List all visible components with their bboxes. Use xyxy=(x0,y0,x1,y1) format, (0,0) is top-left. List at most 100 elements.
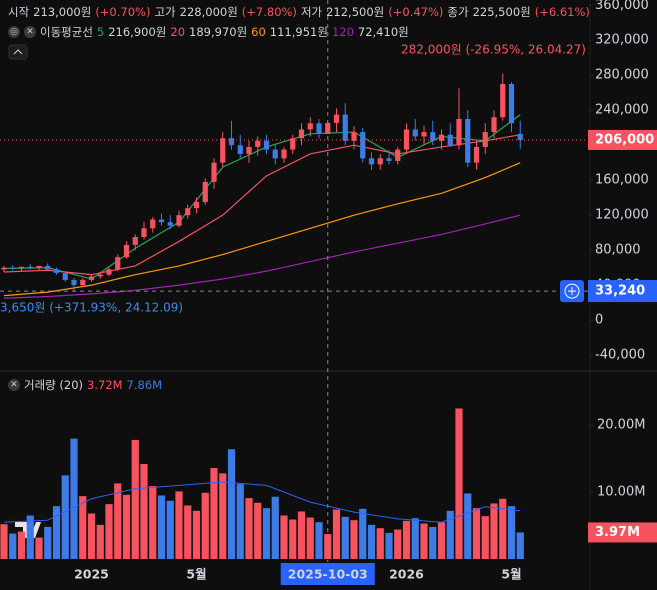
candle-body xyxy=(360,132,366,159)
candle-body xyxy=(438,134,445,141)
legend-label: 종가 xyxy=(447,5,469,19)
candle-body xyxy=(482,132,488,147)
volume-bar xyxy=(26,515,34,559)
x-tick-label: 2025-10-03 xyxy=(288,567,368,582)
volume-bar xyxy=(96,524,104,559)
y-tick-label: 160,000 xyxy=(595,173,649,188)
candle-body xyxy=(150,219,156,229)
candle-body xyxy=(255,140,261,147)
candle-body xyxy=(220,138,226,163)
volume-bar xyxy=(446,510,454,559)
y-tick-label: 280,000 xyxy=(595,68,649,83)
legend-value: 225,500원 xyxy=(472,5,531,19)
candle-body xyxy=(88,276,95,280)
ma-period: 20 xyxy=(170,25,186,39)
volume-bar xyxy=(516,532,524,559)
candle-body xyxy=(500,83,506,118)
volume-bar xyxy=(376,528,384,559)
volume-bar xyxy=(52,506,61,559)
volume-bar xyxy=(262,508,271,559)
low-annotation: 3,650원 (+371.93%, 24.12.09) xyxy=(0,301,183,315)
volume-legend: ✕ 거래량 (20) 3.72M 7.86M xyxy=(8,377,162,393)
legend-label: 시작 xyxy=(8,5,30,19)
x-tick-label: 2025 xyxy=(74,567,109,582)
ma-line xyxy=(3,214,521,299)
candle-body xyxy=(237,145,243,154)
y-tick-label: 10.00M xyxy=(597,485,645,500)
candle-body xyxy=(193,202,200,209)
volume-bar xyxy=(70,438,78,559)
volume-bar xyxy=(359,508,367,559)
candle-body xyxy=(246,146,252,154)
candle-body xyxy=(123,244,130,258)
volume-bar xyxy=(315,522,323,559)
candle-body xyxy=(71,279,77,286)
candle-body xyxy=(465,118,471,163)
candle-body xyxy=(412,129,418,137)
volume-bar xyxy=(44,526,52,559)
ma-line xyxy=(3,162,521,297)
candle-body xyxy=(263,140,270,150)
collapse-button[interactable] xyxy=(8,44,28,60)
volume-bar xyxy=(350,520,358,559)
volume-bar xyxy=(289,519,297,559)
candle-body xyxy=(106,269,112,275)
volume-bar xyxy=(367,524,376,559)
y-tick-label: 120,000 xyxy=(595,208,649,223)
volume-ma-line xyxy=(3,481,521,523)
candle-body xyxy=(202,181,208,203)
volume-bar xyxy=(122,494,131,559)
legend-change: (+0.47%) xyxy=(388,5,444,19)
candle-body xyxy=(141,228,147,238)
candle-body xyxy=(395,149,401,161)
high-annotation: 282,000원 (-26.95%, 26.04.27) xyxy=(401,43,586,57)
volume-bar xyxy=(140,463,148,559)
y-tick-label: 80,000 xyxy=(595,243,641,258)
y-tick-label: 240,000 xyxy=(595,103,649,118)
ma-title: 이동평균선 xyxy=(40,25,93,39)
volume-bar xyxy=(17,531,26,559)
volume-bar xyxy=(184,505,192,559)
ma-period: 120 xyxy=(331,25,354,39)
volume-bar xyxy=(87,513,96,559)
volume-bar xyxy=(166,500,174,559)
candle-body xyxy=(53,269,60,273)
candle-body xyxy=(185,208,191,216)
candle-body xyxy=(36,265,42,268)
close-icon[interactable]: ✕ xyxy=(24,26,36,38)
candle-body xyxy=(456,118,462,146)
volume-bar xyxy=(79,496,87,559)
y-tick-label: 0 xyxy=(595,313,603,328)
ma-value: 111,951원 xyxy=(269,25,328,39)
volume-last-label: 3.97M xyxy=(595,525,640,540)
volume-bar xyxy=(210,468,218,559)
ma-value: 72,410원 xyxy=(357,25,409,39)
close-icon[interactable]: ✕ xyxy=(8,379,20,391)
volume-bar xyxy=(499,498,507,559)
candle-body xyxy=(167,222,173,226)
candle-body xyxy=(508,83,515,124)
candle-body xyxy=(1,267,7,270)
volume-bar xyxy=(429,526,437,559)
crosshair-date-box xyxy=(280,563,375,585)
candle-body xyxy=(290,138,296,150)
candle-body xyxy=(62,272,68,280)
volume-bar xyxy=(219,473,227,559)
crosshair-add-icon xyxy=(564,283,580,299)
crosshair-add-plus xyxy=(568,287,576,296)
x-tick-label: 2026 xyxy=(389,567,424,582)
volume-bar xyxy=(131,439,139,559)
volume-bar xyxy=(507,506,516,559)
candle-body xyxy=(80,279,86,286)
legend-value: 212,500원 xyxy=(326,5,385,19)
volume-bar xyxy=(402,520,411,559)
last-price-label: 206,000 xyxy=(595,132,654,147)
volume-bar xyxy=(227,449,236,559)
legend-label: 저가 xyxy=(300,5,323,19)
volume-bar xyxy=(0,524,8,559)
ma-period: 5 xyxy=(96,25,105,39)
crosshair-price-box xyxy=(588,280,657,303)
legend-change: (+0.70%) xyxy=(95,5,151,19)
volume-bar xyxy=(9,533,17,559)
visibility-icon[interactable]: ◎ xyxy=(8,26,20,38)
